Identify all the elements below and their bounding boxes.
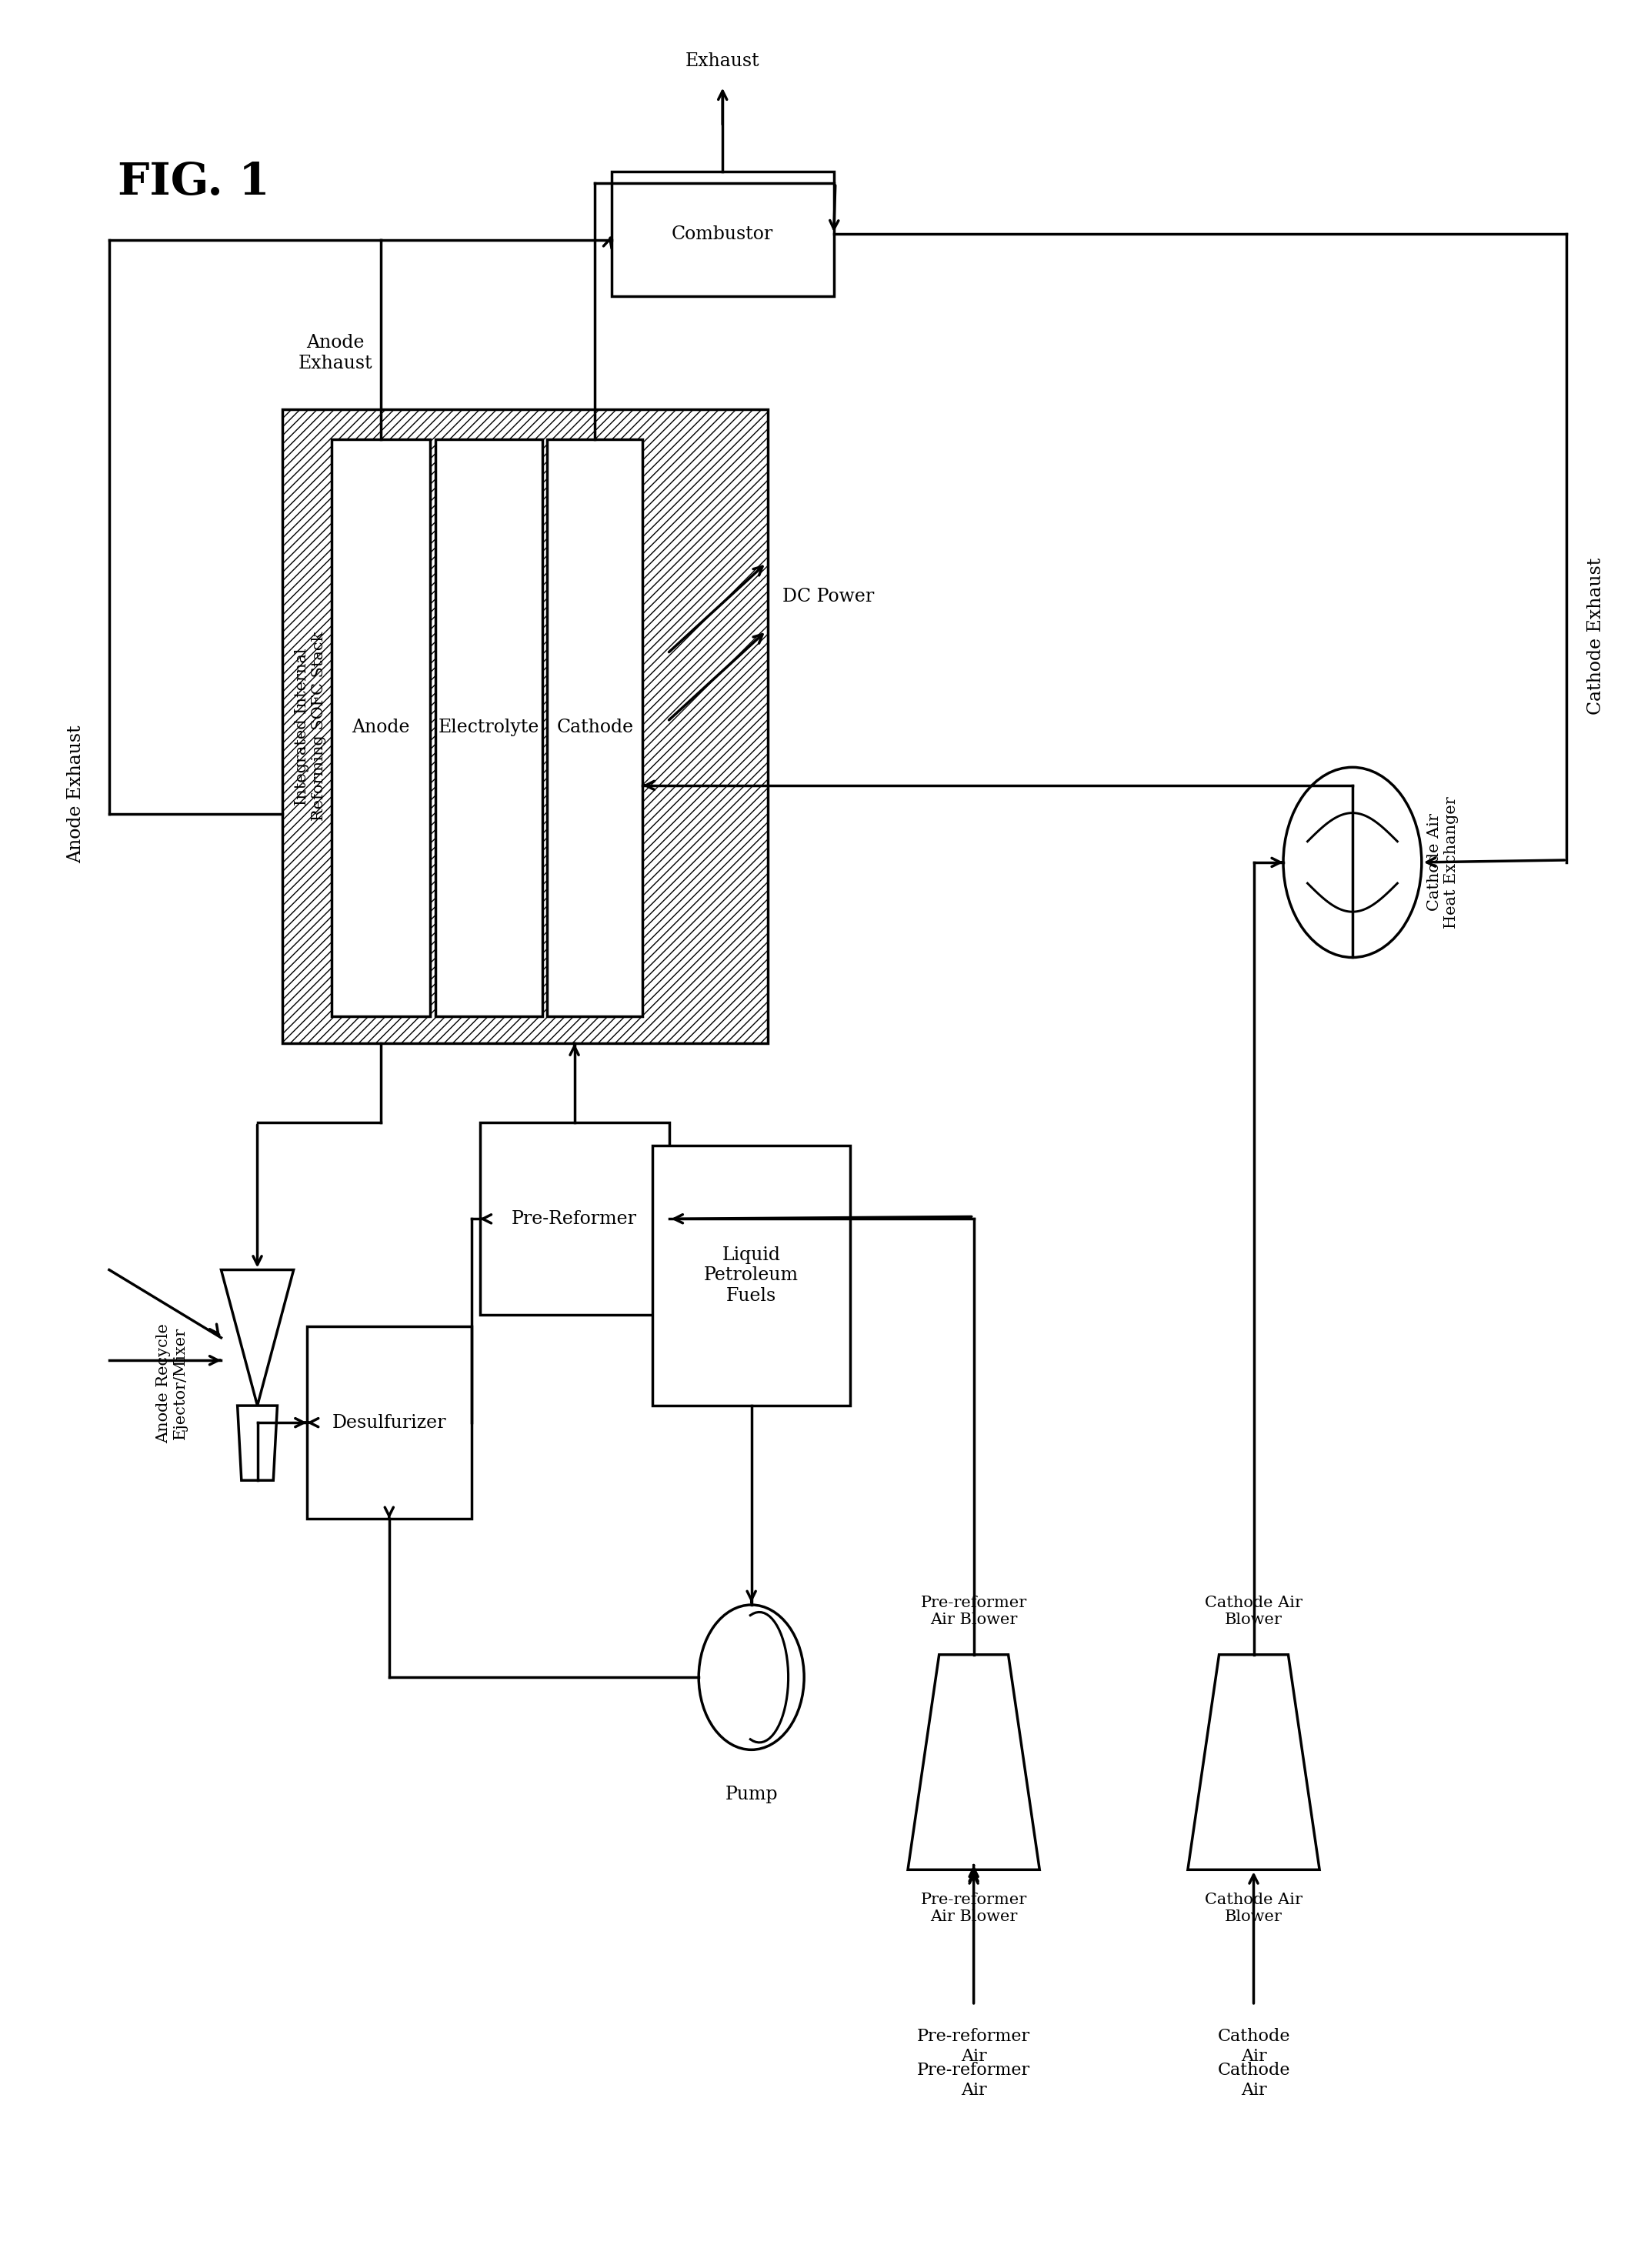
Polygon shape bbox=[221, 1270, 294, 1406]
Text: Cathode Exhaust: Cathode Exhaust bbox=[1587, 558, 1605, 714]
Text: Cathode Air
Blower: Cathode Air Blower bbox=[1205, 1597, 1303, 1628]
Text: Anode: Anode bbox=[352, 719, 409, 737]
Bar bbox=[307, 1327, 472, 1520]
Text: Pre-reformer
Air Blower: Pre-reformer Air Blower bbox=[921, 1597, 1027, 1628]
Text: Electrolyte: Electrolyte bbox=[438, 719, 540, 737]
Text: Pump: Pump bbox=[725, 1785, 778, 1803]
Text: Integrated Internal
Reforming SOFC Stack: Integrated Internal Reforming SOFC Stack bbox=[294, 633, 325, 821]
Bar bbox=[332, 440, 431, 1016]
Text: Cathode: Cathode bbox=[556, 719, 634, 737]
Text: Anode
Exhaust: Anode Exhaust bbox=[299, 333, 373, 372]
Bar bbox=[436, 440, 542, 1016]
Text: DC Power: DC Power bbox=[783, 587, 875, 606]
Text: Desulfurizer: Desulfurizer bbox=[332, 1413, 446, 1431]
Circle shape bbox=[698, 1606, 804, 1749]
Text: Pre-reformer
Air: Pre-reformer Air bbox=[916, 2062, 1030, 2098]
Text: Pre-reformer
Air: Pre-reformer Air bbox=[916, 2028, 1030, 2064]
Bar bbox=[480, 1123, 669, 1315]
Text: Cathode Air
Blower: Cathode Air Blower bbox=[1205, 1892, 1303, 1923]
Text: Anode Recycle
Ejector/Mixer: Anode Recycle Ejector/Mixer bbox=[155, 1322, 188, 1442]
Text: Cathode
Air: Cathode Air bbox=[1217, 2062, 1289, 2098]
Bar bbox=[652, 1145, 850, 1406]
Text: FIG. 1: FIG. 1 bbox=[117, 161, 269, 204]
Polygon shape bbox=[1187, 1656, 1319, 1869]
Polygon shape bbox=[238, 1406, 277, 1481]
Text: Cathode Air
Heat Exchanger: Cathode Air Heat Exchanger bbox=[1426, 796, 1459, 928]
Text: Combustor: Combustor bbox=[672, 225, 773, 243]
Bar bbox=[282, 411, 768, 1043]
Text: Pre-reformer
Air Blower: Pre-reformer Air Blower bbox=[921, 1892, 1027, 1923]
Bar bbox=[611, 172, 834, 297]
Polygon shape bbox=[908, 1656, 1040, 1869]
Text: Cathode
Air: Cathode Air bbox=[1217, 2028, 1289, 2064]
Text: Liquid
Petroleum
Fuels: Liquid Petroleum Fuels bbox=[703, 1245, 799, 1304]
Circle shape bbox=[1283, 767, 1422, 957]
Text: Pre-Reformer: Pre-Reformer bbox=[512, 1211, 637, 1227]
Bar bbox=[546, 440, 642, 1016]
Text: Anode Exhaust: Anode Exhaust bbox=[68, 726, 86, 864]
Text: Exhaust: Exhaust bbox=[685, 52, 759, 70]
